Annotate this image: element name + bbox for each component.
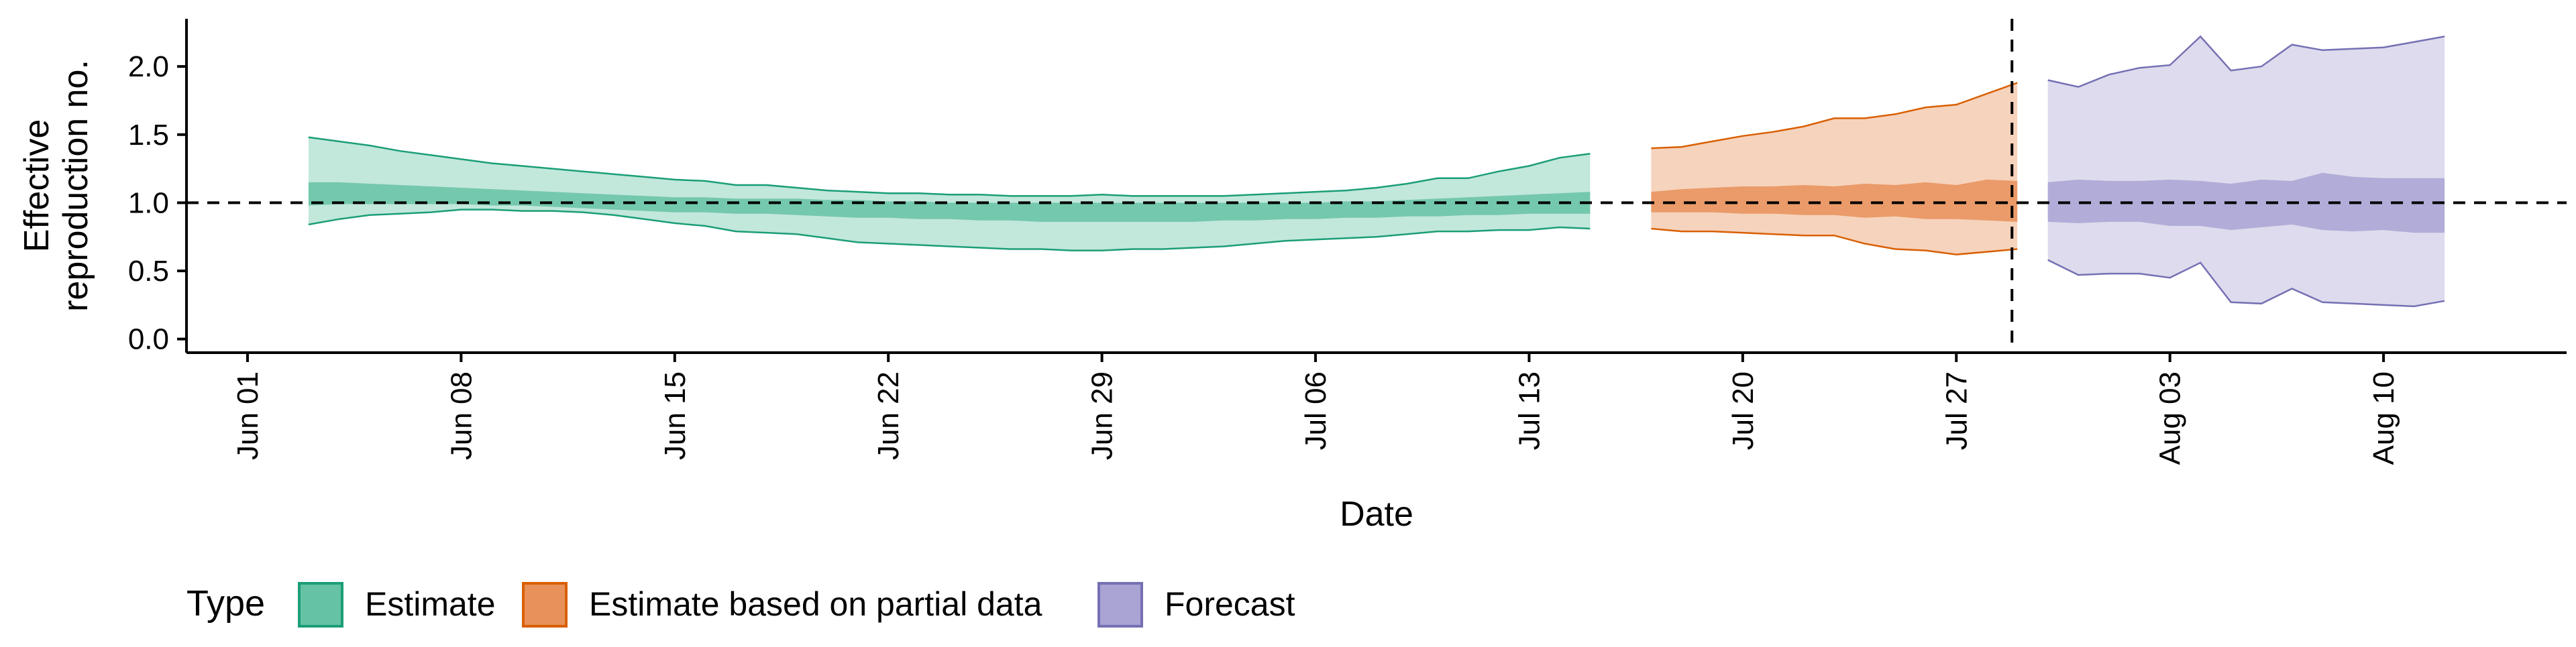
y-axis-title-line: reproduction no. <box>56 60 95 312</box>
x-tick-label: Aug 03 <box>2154 371 2187 465</box>
outer-band-forecast <box>2047 36 2445 306</box>
x-tick-label: Jun 22 <box>872 371 905 460</box>
lower-edge-estimate <box>308 209 1591 251</box>
axes: 0.0 0.5 1.0 1.5 2.0 Jun 01 Jun 08 Jun 15 Jun 22 J… <box>17 19 2567 534</box>
outer-band-estimate-based-on-partial-data <box>1651 82 2018 255</box>
x-tick-label: Jun 29 <box>1086 371 1119 460</box>
outer-band-estimate <box>308 137 1591 251</box>
x-tick-label: Jul 27 <box>1940 371 1973 450</box>
lower-edge-estimate-based-on-partial-data <box>1651 227 2018 255</box>
x-tick-label: Jun 01 <box>231 371 264 460</box>
y-tick-label: 0.0 <box>128 323 169 356</box>
y-tick-label: 0.5 <box>128 255 169 288</box>
upper-edge-forecast <box>2047 35 2445 88</box>
y-tick-label: 1.5 <box>128 119 169 152</box>
bands-layer <box>308 35 2445 308</box>
legend: Type Estimate Estimate based on partial da… <box>186 582 1295 628</box>
upper-edge-estimate-based-on-partial-data <box>1651 82 2018 150</box>
x-tick-label: Aug 10 <box>2367 371 2400 465</box>
series-estimate <box>308 136 1591 251</box>
legend-swatch <box>1097 582 1143 628</box>
series-estimate-based-on-partial-data <box>1651 82 2018 255</box>
x-tick-label: Jul 13 <box>1513 371 1546 450</box>
legend-label: Estimate based on partial data <box>589 585 1042 623</box>
x-tick-label: Jun 15 <box>659 371 692 460</box>
legend-item-estimate: Estimate <box>298 582 496 628</box>
legend-title: Type <box>186 583 265 624</box>
x-tick-label: Jun 08 <box>445 371 478 460</box>
legend-item-forecast: Forecast <box>1097 582 1295 628</box>
x-axis-title: Date <box>1340 495 1413 534</box>
upper-edge-estimate <box>308 136 1591 197</box>
legend-label: Forecast <box>1165 585 1295 623</box>
reference-lines <box>186 19 2567 353</box>
legend-swatch <box>298 582 343 628</box>
x-tick-label: Jul 06 <box>1299 371 1332 450</box>
legend-swatch <box>522 582 568 628</box>
lower-edge-forecast <box>2047 259 2445 308</box>
y-tick-label: 1.0 <box>128 186 169 219</box>
x-tick-label: Jul 20 <box>1727 371 1760 450</box>
legend-label: Estimate <box>365 585 496 623</box>
inner-band-estimate <box>308 182 1591 222</box>
inner-band-estimate-based-on-partial-data <box>1651 179 2018 222</box>
legend-item-estimate-based-on-partial-data: Estimate based on partial data <box>522 582 1042 628</box>
series-forecast <box>2047 35 2445 308</box>
y-tick-label: 2.0 <box>128 50 169 83</box>
y-axis-title-line: Effective <box>17 119 56 252</box>
